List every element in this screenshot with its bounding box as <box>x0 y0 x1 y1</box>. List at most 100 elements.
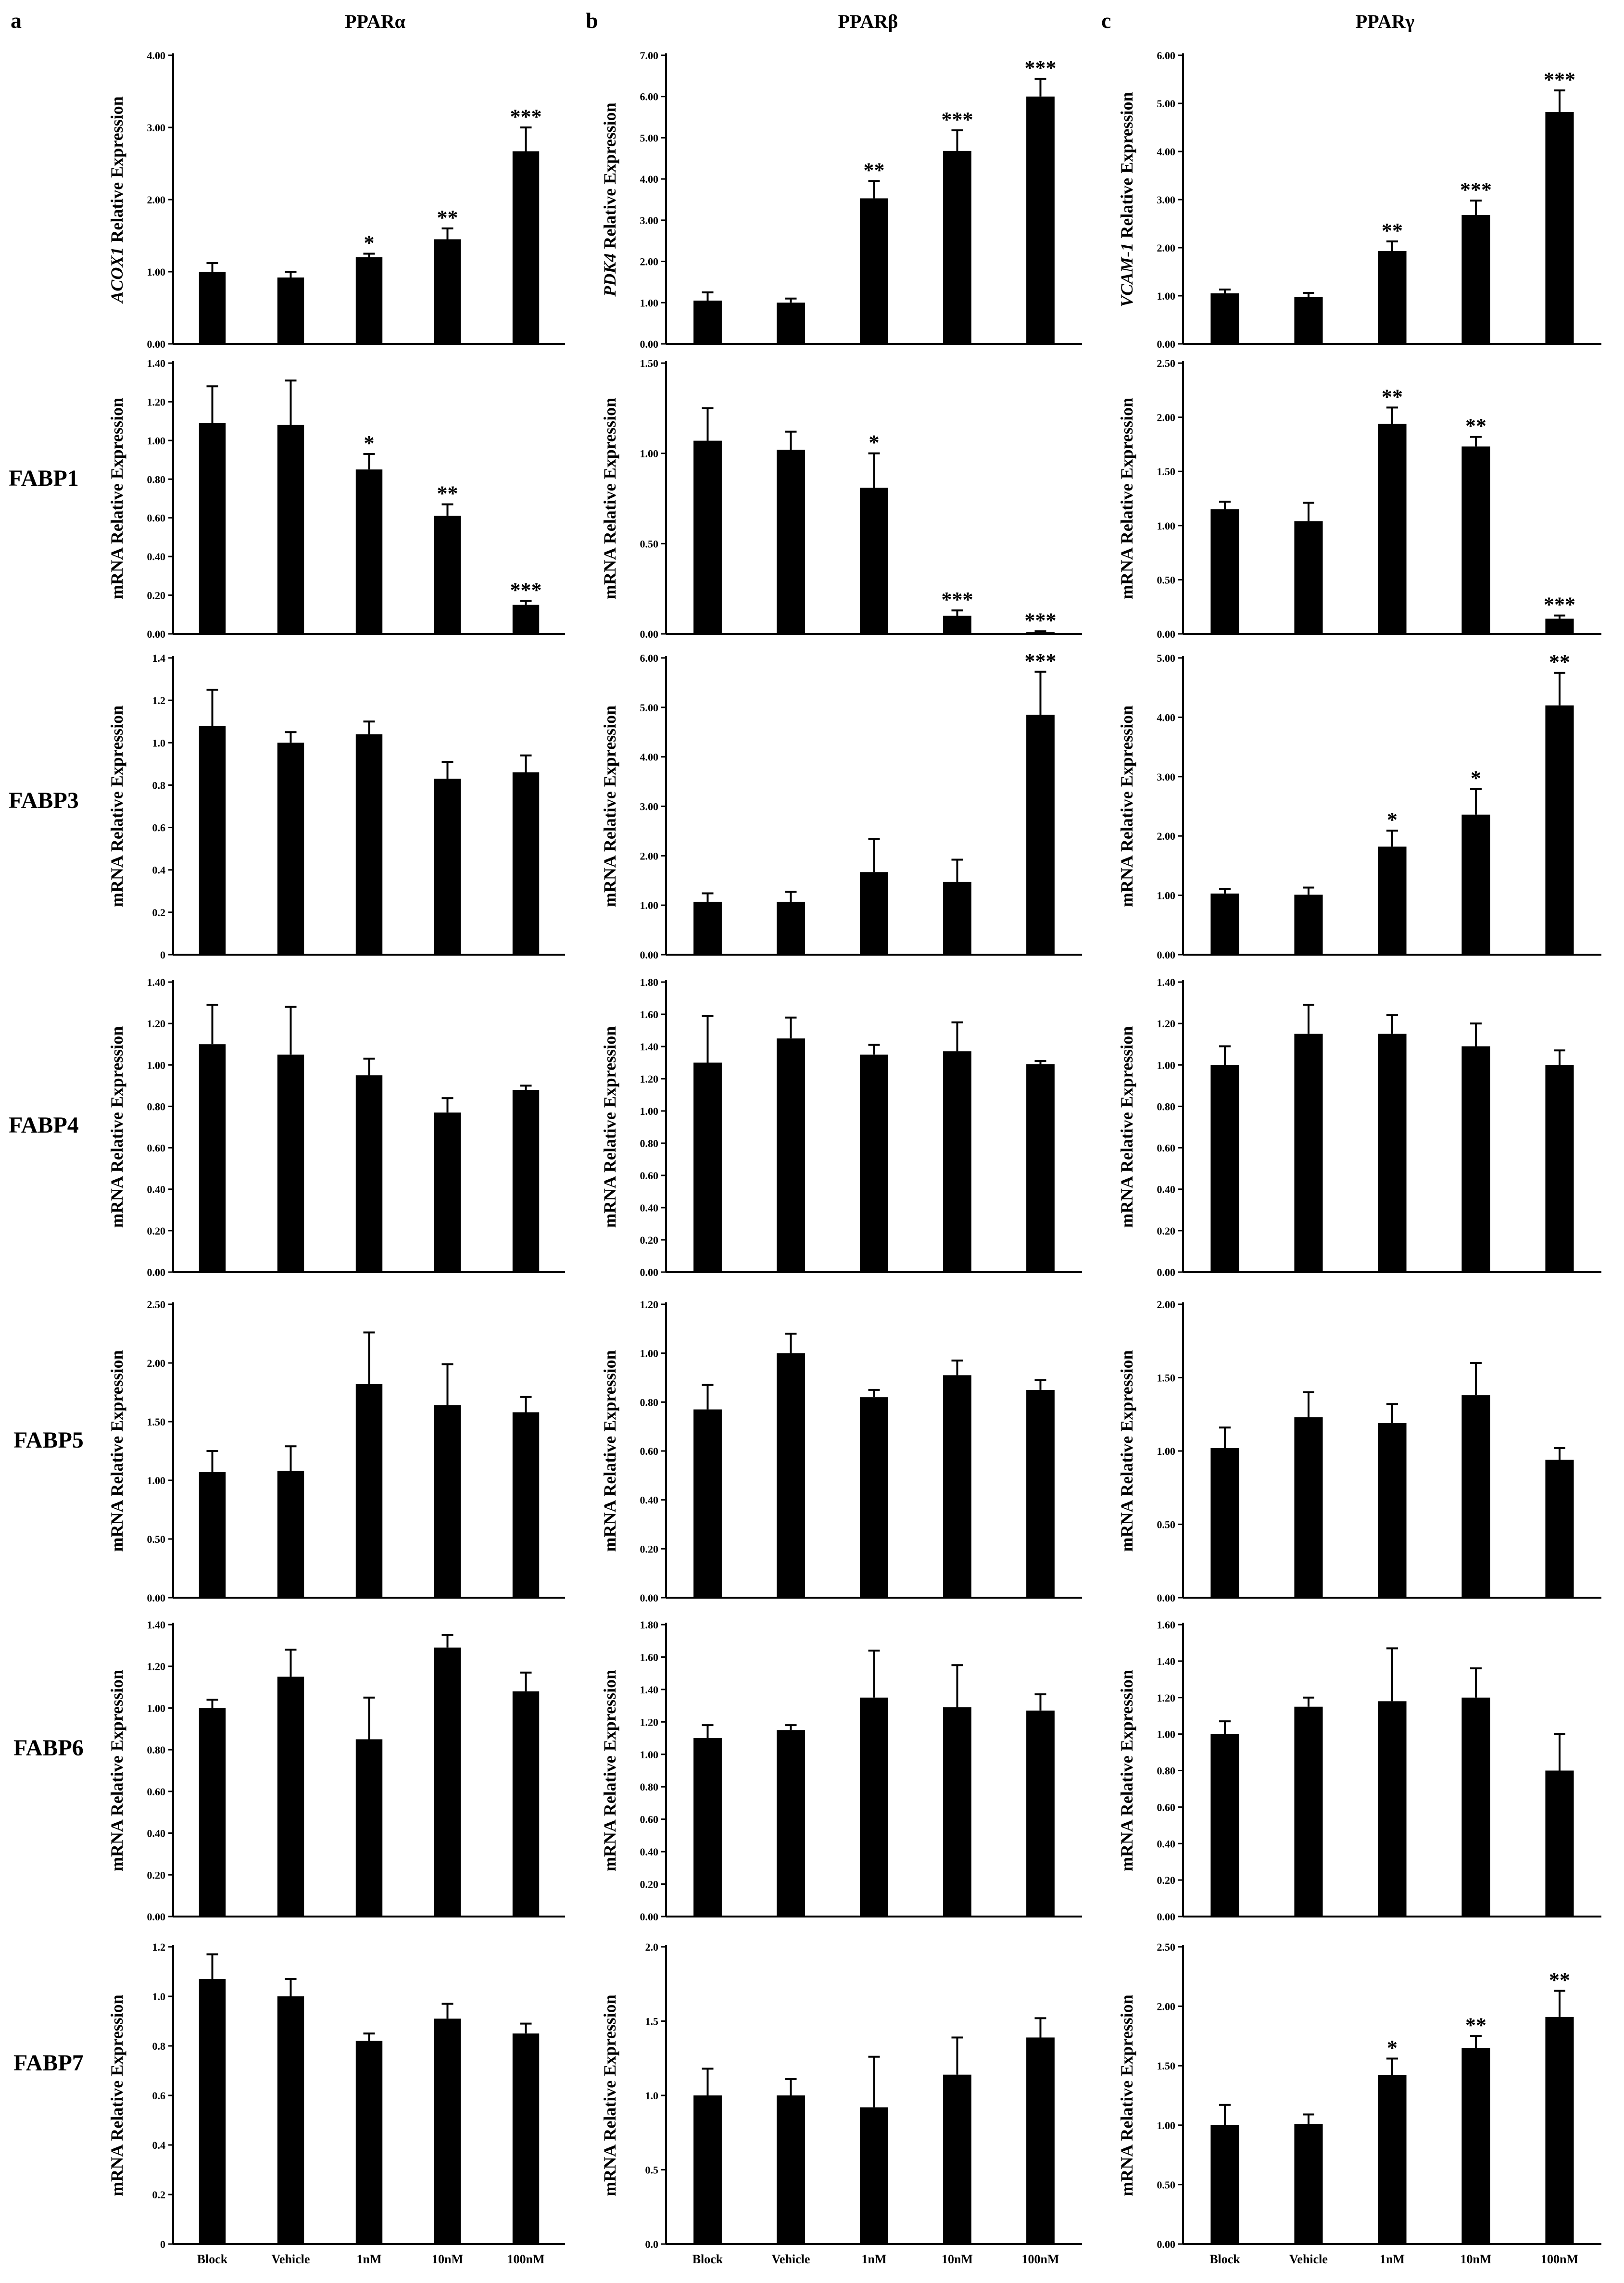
y-tick-label: 0.5 <box>645 2164 659 2176</box>
bar <box>355 469 383 634</box>
y-tick-label: 1.80 <box>640 1619 659 1631</box>
y-tick-label: 1.40 <box>640 1684 659 1696</box>
significance-marker: ** <box>1549 650 1570 674</box>
y-tick-label: 0.80 <box>640 1137 659 1149</box>
x-category-label: 10nM <box>432 2252 463 2266</box>
y-tick-label: 0.60 <box>1157 1142 1176 1154</box>
chart-c-top: 0.00 1.00 2.00 3.00 4.00 5.00 6.00 VCAM-1 Relat… <box>1117 50 1601 350</box>
y-tick-label: 0.00 <box>147 1911 166 1923</box>
bar <box>277 1996 304 2244</box>
y-tick-label: 0.2 <box>152 907 166 919</box>
y-tick-label: 2.50 <box>1157 357 1176 369</box>
bar <box>199 1472 226 1598</box>
y-tick-label: 1.00 <box>1157 1059 1176 1071</box>
y-axis-label: mRNA Relative Expression <box>600 1670 619 1871</box>
bar <box>1210 509 1239 634</box>
bar <box>434 1405 461 1598</box>
y-tick-label: 0.80 <box>640 1396 659 1408</box>
y-tick-label: 1.00 <box>640 1348 659 1360</box>
bar <box>1210 2125 1239 2244</box>
y-tick-label: 1.20 <box>147 1661 166 1673</box>
chart-b-fabp3: 0.00 1.00 2.00 3.00 4.00 5.00 6.00 mRNA Relativ… <box>600 649 1082 961</box>
bar <box>1294 521 1323 634</box>
y-tick-label: 0.6 <box>152 2090 166 2102</box>
y-tick-label: 0.20 <box>147 1869 166 1881</box>
y-tick-label: 0.00 <box>147 1266 166 1278</box>
bar <box>434 1112 461 1272</box>
y-tick-label: 0.60 <box>147 1786 166 1798</box>
y-tick-label: 0 <box>160 949 165 961</box>
y-tick-label: 5.00 <box>1157 98 1176 110</box>
row-label-fabp4: FABP4 <box>9 1112 79 1138</box>
y-tick-label: 0.00 <box>640 628 659 640</box>
chart-a-fabp7: 0 0.2 0.4 0.6 0.8 1.0 1.2 mRNA Relative Express… <box>107 1941 565 2266</box>
bar <box>943 1707 971 1917</box>
y-tick-label: 1.40 <box>1157 976 1176 988</box>
y-tick-label: 1.0 <box>152 737 166 749</box>
y-axis-label: VCAM-1 Relative Expression <box>1117 92 1136 307</box>
y-tick-label: 1.00 <box>640 297 659 309</box>
significance-marker: ** <box>437 206 458 229</box>
bar <box>777 1730 805 1917</box>
chart-a-fabp5: 0.00 0.50 1.00 1.50 2.00 2.50 mRNA Relative Ex… <box>107 1299 565 1604</box>
significance-marker: ** <box>1465 2013 1486 2037</box>
y-tick-label: 2.00 <box>1157 830 1176 842</box>
y-axis-label: mRNA Relative Expression <box>107 1670 126 1871</box>
y-tick-label: 1.40 <box>1157 1655 1176 1667</box>
bar <box>777 303 805 344</box>
y-tick-label: 4.00 <box>640 751 659 763</box>
chart-a-fabp4: 0.00 0.20 0.40 0.60 0.80 1.00 1.20 1.40 mRNA Rel… <box>107 976 565 1278</box>
y-tick-label: 1.00 <box>147 435 166 447</box>
bar <box>860 1397 888 1598</box>
y-tick-label: 0.00 <box>640 1592 659 1604</box>
y-axis-label: PDK4 Relative Expression <box>600 102 619 297</box>
y-tick-label: 3.00 <box>147 122 166 134</box>
panel-letter-c: c <box>1101 8 1111 33</box>
bar <box>1026 715 1055 955</box>
significance-marker: ** <box>437 482 458 505</box>
chart-b-fabp7: 0.0 0.5 1.0 1.5 2.0 mRNA Relative Expression B… <box>600 1941 1082 2266</box>
chart-c-fabp5: 0.00 0.50 1.00 1.50 2.00 mRNA Relative Expres… <box>1117 1299 1601 1604</box>
y-axis-label: mRNA Relative Expression <box>107 1026 126 1228</box>
y-tick-label: 0.20 <box>147 1225 166 1237</box>
chart-c-fabp3: 0.00 1.00 2.00 3.00 4.00 5.00 mRNA Relative Ex… <box>1117 650 1601 961</box>
chart-b-fabp5: 0.00 0.20 0.40 0.60 0.80 1.00 1.20 mRNA Relativ… <box>600 1299 1082 1604</box>
significance-marker: ** <box>864 158 885 182</box>
bar <box>943 151 971 344</box>
row-label-fabp3: FABP3 <box>9 788 79 813</box>
chart-a-fabp6: 0.00 0.20 0.40 0.60 0.80 1.00 1.20 1.40 mRNA Rel… <box>107 1619 565 1923</box>
y-tick-label: 0.20 <box>147 590 166 602</box>
row-label-fabp7: FABP7 <box>13 2050 84 2076</box>
y-tick-label: 0.60 <box>147 1142 166 1154</box>
y-tick-label: 0.40 <box>147 551 166 563</box>
y-tick-label: 7.00 <box>640 50 659 62</box>
y-tick-label: 0.0 <box>645 2238 659 2250</box>
bar <box>1545 2017 1574 2244</box>
y-tick-label: 0.00 <box>1157 338 1176 350</box>
bar <box>1026 2037 1055 2244</box>
significance-marker: *** <box>1025 649 1057 673</box>
y-tick-label: 0.20 <box>640 1234 659 1246</box>
y-axis-label: mRNA Relative Expression <box>1117 1670 1136 1871</box>
y-tick-label: 1.50 <box>1157 2060 1176 2072</box>
chart-b-fabp4: 0.00 0.20 0.40 0.60 0.80 1.00 1.20 1.40 1.60 1.80… <box>600 976 1082 1278</box>
significance-marker: *** <box>1025 56 1057 80</box>
y-tick-label: 1.00 <box>1157 1445 1176 1457</box>
y-tick-label: 0.00 <box>1157 2238 1176 2250</box>
y-tick-label: 1.5 <box>645 2016 659 2028</box>
y-axis-label: mRNA Relative Expression <box>107 706 126 907</box>
bar <box>199 726 226 955</box>
bar <box>1294 2124 1323 2244</box>
y-tick-label: 1.00 <box>1157 1728 1176 1741</box>
y-tick-label: 0.60 <box>147 512 166 524</box>
y-tick-label: 0.40 <box>640 1846 659 1858</box>
significance-marker: *** <box>1025 608 1057 632</box>
y-tick-label: 1.2 <box>152 1941 166 1953</box>
y-tick-label: 0.40 <box>1157 1838 1176 1850</box>
y-tick-label: 0.00 <box>147 338 166 350</box>
bar <box>777 901 805 955</box>
x-category-label: 1nM <box>862 2252 887 2266</box>
y-tick-label: 1.50 <box>1157 1372 1176 1384</box>
y-tick-label: 0.00 <box>147 1592 166 1604</box>
y-tick-label: 1.0 <box>645 2090 659 2102</box>
